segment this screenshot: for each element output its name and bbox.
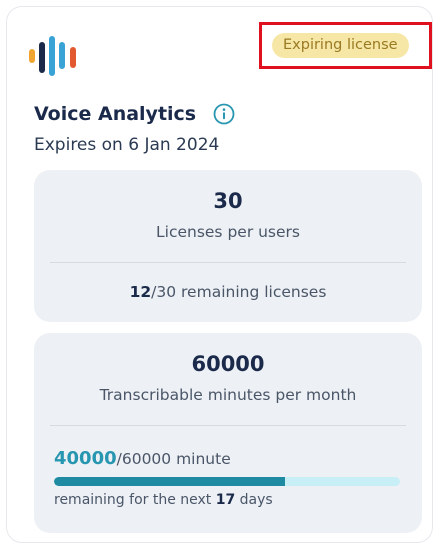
licenses-remaining: 12/30 remaining licenses <box>34 283 422 301</box>
status-badge: Expiring license <box>272 33 409 58</box>
days-prefix: remaining for the next <box>54 492 216 508</box>
licenses-divider <box>50 262 406 263</box>
licenses-remaining-count: 12 <box>129 283 152 301</box>
minutes-remaining: 40000/60000 minute <box>54 448 231 469</box>
minutes-progress-bar <box>54 477 400 486</box>
licenses-panel: 30 Licenses per users 12/30 remaining li… <box>34 170 422 322</box>
info-icon[interactable] <box>213 103 235 125</box>
minutes-label: Transcribable minutes per month <box>99 386 357 404</box>
minutes-progress-fill <box>54 477 285 486</box>
licenses-total: 30 <box>213 189 243 213</box>
license-card: Expiring license Voice Analytics Expires… <box>6 6 433 543</box>
days-count: 17 <box>215 492 236 508</box>
days-suffix: days <box>235 492 273 508</box>
minutes-remaining-count: 40000 <box>54 448 117 469</box>
badge-highlight-box <box>259 22 432 69</box>
licenses-remaining-suffix: /30 remaining licenses <box>151 283 327 301</box>
expiry-date: Expires on 6 Jan 2024 <box>34 135 220 155</box>
licenses-label: Licenses per users <box>156 223 300 241</box>
minutes-panel: 60000 Transcribable minutes per month 40… <box>34 333 422 533</box>
minutes-divider <box>50 425 406 426</box>
minutes-total: 60000 <box>191 352 265 376</box>
product-title: Voice Analytics <box>34 103 197 125</box>
days-remaining: remaining for the next 17 days <box>54 492 273 508</box>
voice-analytics-logo <box>29 36 76 76</box>
minutes-remaining-suffix: /60000 minute <box>116 450 231 468</box>
